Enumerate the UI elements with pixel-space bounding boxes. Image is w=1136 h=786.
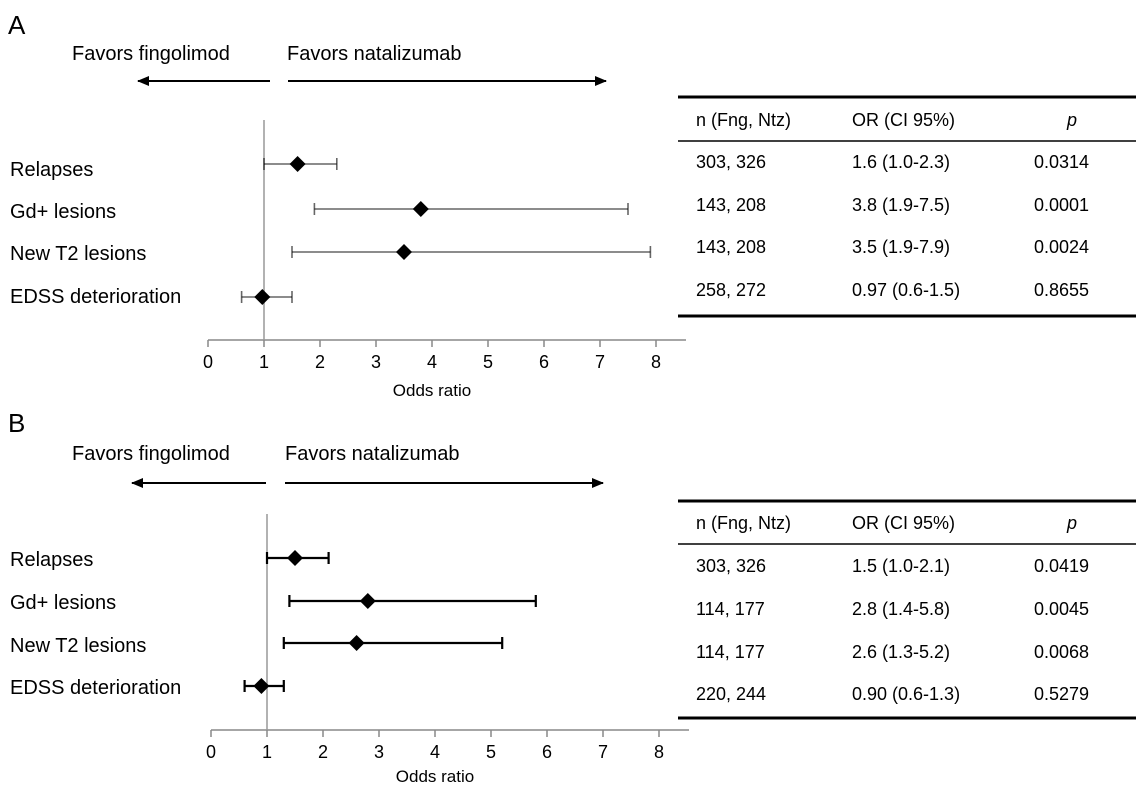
x-tick-label: 3 xyxy=(374,742,384,762)
x-tick-label: 4 xyxy=(427,352,437,372)
x-tick-label: 2 xyxy=(318,742,328,762)
table-cell: 114, 177 xyxy=(696,642,765,662)
table-cell: 0.0419 xyxy=(1034,556,1089,576)
table-cell: 0.5279 xyxy=(1034,684,1089,704)
odds-ratio-point xyxy=(254,289,271,305)
table-header-or: OR (CI 95%) xyxy=(852,110,955,130)
table-cell: 1.5 (1.0-2.1) xyxy=(852,556,950,576)
x-tick-label: 6 xyxy=(542,742,552,762)
results-table: n (Fng, Ntz) OR (CI 95%) p 303, 326 1.5 … xyxy=(678,499,1136,720)
favors-left-label: Favors fingolimod xyxy=(72,43,230,65)
table-header-p: p xyxy=(1066,513,1077,533)
x-tick-label: 7 xyxy=(595,352,605,372)
panel-b: B Favors fingolimod Favors natalizumab R… xyxy=(8,408,1136,786)
table-cell: 0.0045 xyxy=(1034,599,1089,619)
table-header-n: n (Fng, Ntz) xyxy=(696,513,791,533)
x-tick-labels: 0 1 2 3 4 5 6 7 8 xyxy=(203,352,661,372)
table-cell: 303, 326 xyxy=(696,556,766,576)
odds-ratio-point xyxy=(412,201,429,217)
plot-area xyxy=(210,514,660,737)
x-axis-title: Odds ratio xyxy=(393,381,471,400)
x-tick-label: 5 xyxy=(483,352,493,372)
odds-ratio-point xyxy=(289,156,306,172)
x-tick-label: 6 xyxy=(539,352,549,372)
x-tick-label: 5 xyxy=(486,742,496,762)
table-cell: 258, 272 xyxy=(696,280,766,300)
odds-ratio-point xyxy=(348,635,365,651)
x-tick-label: 2 xyxy=(315,352,325,372)
table-cell: 2.8 (1.4-5.8) xyxy=(852,599,950,619)
category-label: Gd+ lesions xyxy=(10,592,116,614)
table-cell: 0.0068 xyxy=(1034,642,1089,662)
table-cell: 0.0024 xyxy=(1034,237,1089,257)
x-axis-title: Odds ratio xyxy=(396,767,474,786)
x-tick-labels: 0 1 2 3 4 5 6 7 8 xyxy=(206,742,664,762)
table-cell: 143, 208 xyxy=(696,237,766,257)
table-header-n: n (Fng, Ntz) xyxy=(696,110,791,130)
table-cell: 3.8 (1.9-7.5) xyxy=(852,195,950,215)
category-label: New T2 lesions xyxy=(10,243,146,265)
x-tick-label: 4 xyxy=(430,742,440,762)
x-tick-label: 0 xyxy=(206,742,216,762)
odds-ratio-point xyxy=(396,244,412,260)
table-cell: 0.8655 xyxy=(1034,280,1089,300)
table-cell: 303, 326 xyxy=(696,152,766,172)
panel-label: B xyxy=(8,408,25,438)
x-tick-label: 7 xyxy=(598,742,608,762)
favors-right-label: Favors natalizumab xyxy=(287,43,462,65)
category-label: Relapses xyxy=(10,549,93,571)
x-tick-label: 0 xyxy=(203,352,213,372)
odds-ratio-point xyxy=(253,678,270,694)
table-cell: 2.6 (1.3-5.2) xyxy=(852,642,950,662)
panel-label: A xyxy=(8,10,26,40)
category-label: Gd+ lesions xyxy=(10,201,116,223)
odds-ratio-point xyxy=(287,550,303,566)
odds-ratio-point xyxy=(359,593,376,609)
panel-a: A Favors fingolimod Favors natalizumab R… xyxy=(8,10,1136,400)
table-cell: 114, 177 xyxy=(696,599,765,619)
table-header-p: p xyxy=(1066,110,1077,130)
table-cell: 220, 244 xyxy=(696,684,766,704)
x-tick-label: 3 xyxy=(371,352,381,372)
x-tick-label: 1 xyxy=(262,742,272,762)
table-cell: 3.5 (1.9-7.9) xyxy=(852,237,950,257)
favors-right-label: Favors natalizumab xyxy=(285,443,460,465)
table-header-or: OR (CI 95%) xyxy=(852,513,955,533)
table-cell: 0.0314 xyxy=(1034,152,1089,172)
category-label: EDSS deterioration xyxy=(10,677,181,699)
table-cell: 0.97 (0.6-1.5) xyxy=(852,280,960,300)
category-labels: Relapses Gd+ lesions New T2 lesions EDSS… xyxy=(10,549,181,699)
results-table: n (Fng, Ntz) OR (CI 95%) p 303, 326 1.6 … xyxy=(678,95,1136,318)
favors-left-label: Favors fingolimod xyxy=(72,443,230,465)
table-cell: 1.6 (1.0-2.3) xyxy=(852,152,950,172)
table-cell: 0.90 (0.6-1.3) xyxy=(852,684,960,704)
category-label: Relapses xyxy=(10,159,93,181)
category-labels: Relapses Gd+ lesions New T2 lesions EDSS… xyxy=(10,159,181,308)
x-tick-label: 8 xyxy=(651,352,661,372)
category-label: EDSS deterioration xyxy=(10,286,181,308)
table-cell: 143, 208 xyxy=(696,195,766,215)
x-tick-label: 1 xyxy=(259,352,269,372)
category-label: New T2 lesions xyxy=(10,635,146,657)
table-cell: 0.0001 xyxy=(1034,195,1089,215)
plot-area xyxy=(207,120,657,347)
x-tick-label: 8 xyxy=(654,742,664,762)
